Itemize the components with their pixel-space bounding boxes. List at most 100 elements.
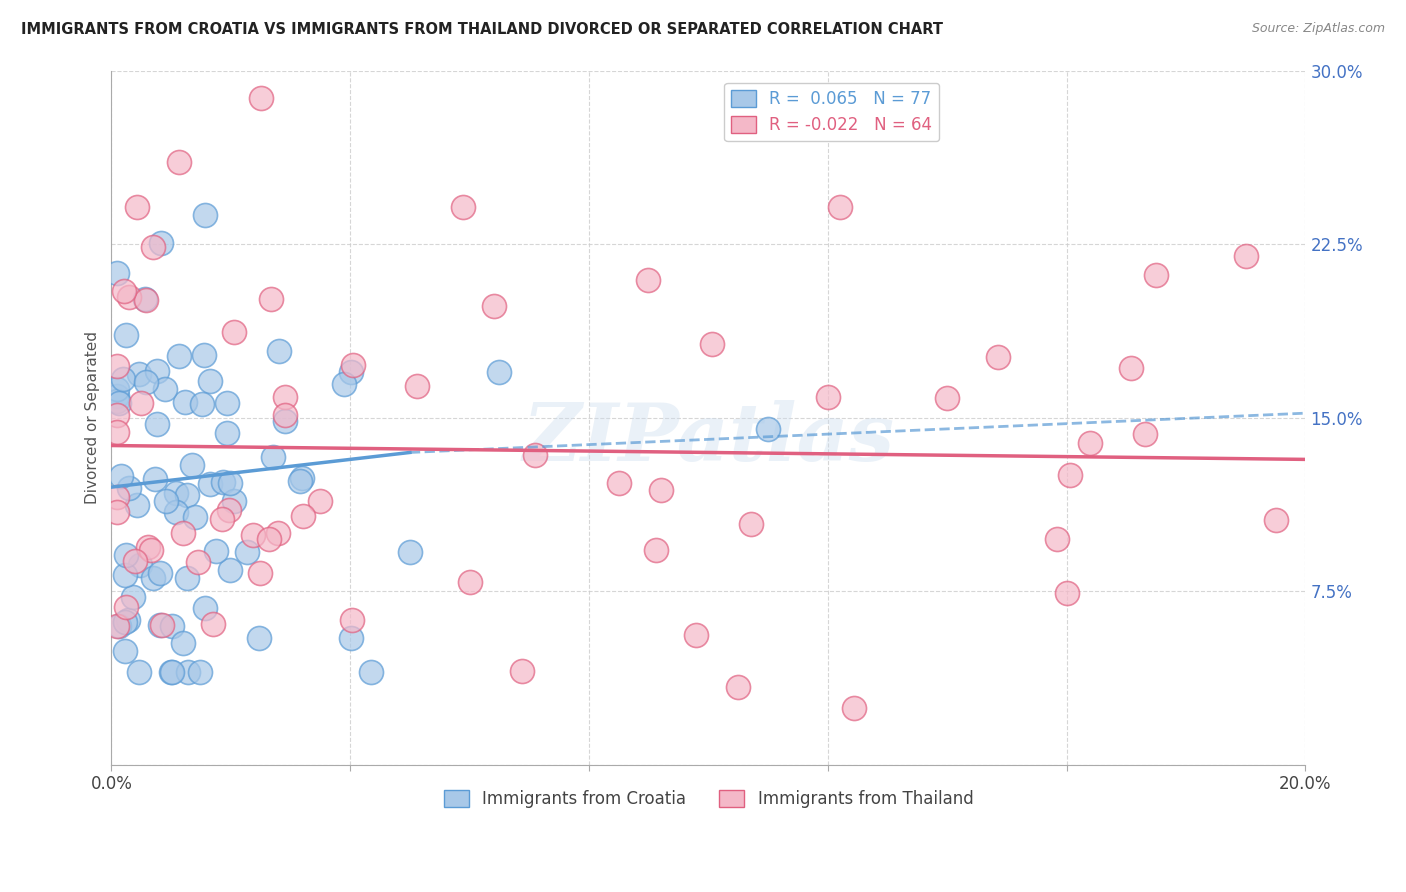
Point [215,425,238,440]
Point [339,365,361,379]
Point [451,200,474,214]
Point [740,516,762,531]
Point [165,505,187,519]
Point [290,471,312,485]
Point [118,481,141,495]
Text: Source: ZipAtlas.com: Source: ZipAtlas.com [1251,22,1385,36]
Point [205,543,228,558]
Point [342,358,364,372]
Point [105,393,128,408]
Point [222,494,245,508]
Point [129,395,152,409]
Point [1264,513,1286,527]
Text: IMMIGRANTS FROM CROATIA VS IMMIGRANTS FROM THAILAND DIVORCED OR SEPARATED CORREL: IMMIGRANTS FROM CROATIA VS IMMIGRANTS FR… [21,22,943,37]
Point [105,425,128,439]
Point [184,510,207,524]
Point [105,490,128,504]
Point [844,701,866,715]
Point [155,494,177,508]
Point [136,540,159,554]
Point [340,613,363,627]
Point [141,543,163,558]
Point [172,525,194,540]
Text: ZIPatlas: ZIPatlas [523,400,894,477]
Point [160,619,183,633]
Point [650,483,672,498]
Point [125,498,148,512]
Point [105,266,128,280]
Point [134,293,156,307]
Point [484,299,506,313]
Point [817,390,839,404]
Point [308,494,330,508]
Point [162,665,184,679]
Point [406,378,429,392]
Y-axis label: Divorced or Separated: Divorced or Separated [86,331,100,504]
Point [249,566,271,581]
Point [936,392,959,406]
Point [194,601,217,615]
Point [105,359,128,374]
Point [125,200,148,214]
Point [167,349,190,363]
Point [193,348,215,362]
Point [685,628,707,642]
Point [149,566,172,580]
Point [174,395,197,409]
Legend: Immigrants from Croatia, Immigrants from Thailand: Immigrants from Croatia, Immigrants from… [437,784,980,815]
Point [153,382,176,396]
Point [242,528,264,542]
Point [177,665,200,679]
Point [188,665,211,679]
Point [145,364,167,378]
Point [399,545,422,559]
Point [267,525,290,540]
Point [1144,268,1167,283]
Point [292,509,315,524]
Point [115,548,138,562]
Point [128,558,150,573]
Point [124,553,146,567]
Point [274,390,297,404]
Point [145,417,167,432]
Point [1059,468,1081,483]
Point [340,631,363,645]
Point [224,325,246,339]
Point [194,208,217,222]
Point [134,293,156,307]
Point [260,292,283,306]
Point [176,488,198,502]
Point [142,571,165,585]
Point [644,543,666,558]
Point [211,512,233,526]
Point [257,532,280,546]
Point [274,414,297,428]
Point [128,665,150,679]
Point [274,409,297,423]
Point [114,615,136,629]
Point [107,396,129,410]
Point [142,240,165,254]
Point [510,664,533,678]
Point [262,450,284,464]
Point [105,382,128,396]
Point [135,375,157,389]
Point [128,367,150,381]
Point [215,395,238,409]
Point [172,636,194,650]
Point [1119,360,1142,375]
Point [114,568,136,582]
Point [756,422,779,436]
Point [176,571,198,585]
Point [360,665,382,679]
Point [250,90,273,104]
Point [150,236,173,251]
Point [702,337,724,351]
Point [105,389,128,403]
Point [165,485,187,500]
Point [160,665,183,679]
Point [187,555,209,569]
Point [112,284,135,298]
Point [167,155,190,169]
Point [117,290,139,304]
